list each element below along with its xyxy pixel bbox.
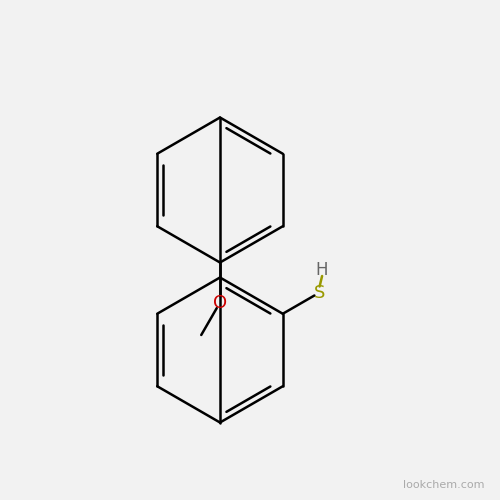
Text: H: H (316, 261, 328, 279)
Text: S: S (314, 284, 326, 302)
Text: O: O (213, 294, 227, 312)
Text: lookchem.com: lookchem.com (404, 480, 485, 490)
